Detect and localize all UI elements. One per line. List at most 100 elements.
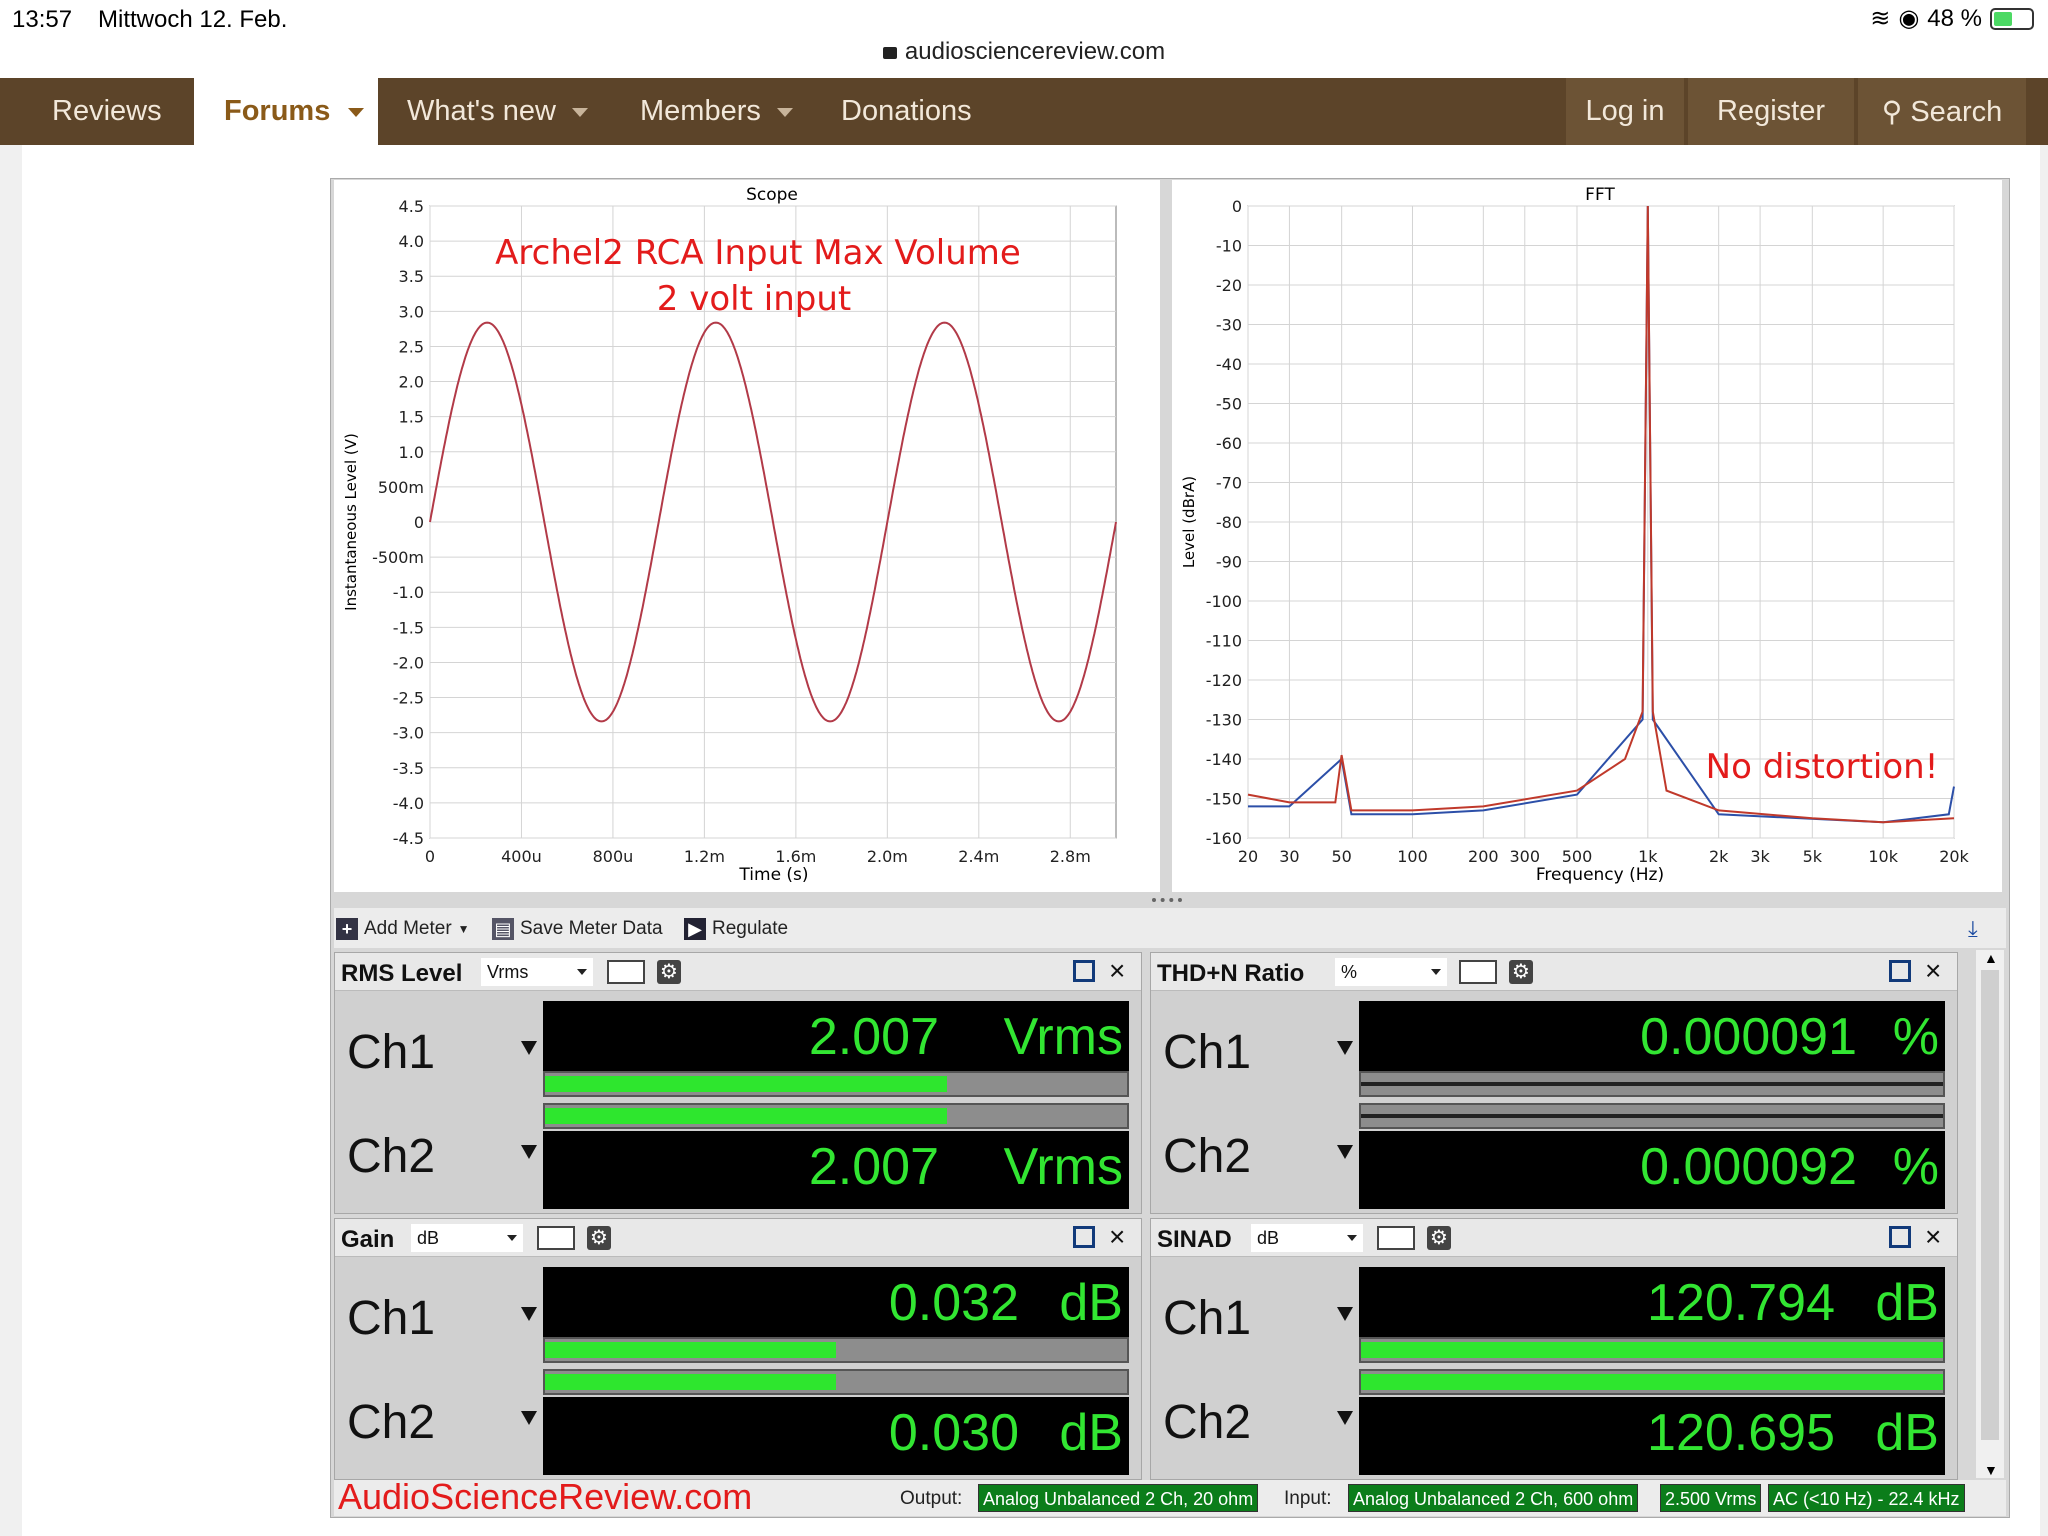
graph-icon[interactable] <box>1459 960 1497 984</box>
add-meter-button[interactable]: + Add Meter ▼ <box>336 916 470 942</box>
ch2-dropdown-icon[interactable] <box>521 1411 537 1425</box>
unit-select[interactable]: dB <box>411 1224 523 1252</box>
dock-button[interactable]: ⤓ <box>1968 916 1978 942</box>
register-link[interactable]: Register <box>1688 78 1854 145</box>
scope-y-ticks: 4.5 4.0 3.5 3.0 2.5 2.0 1.5 1.0 500m 0 -500m -1.0 -1… <box>372 197 424 848</box>
input-level[interactable]: 2.500 Vrms <box>1660 1484 1762 1512</box>
popout-icon[interactable] <box>1073 1226 1095 1248</box>
nav-donations[interactable]: Donations <box>841 95 972 127</box>
fft-y-tick-label: -30 <box>1216 316 1242 335</box>
output-label: Output: <box>900 1488 963 1509</box>
scope-title: Scope <box>746 185 798 205</box>
gear-icon[interactable]: ⚙ <box>587 1226 611 1250</box>
chevron-down-icon[interactable] <box>776 107 793 117</box>
fft-y-tick-label: -140 <box>1206 750 1242 769</box>
fft-y-tick-label: -110 <box>1206 632 1242 651</box>
panel-header: THD+N Ratio % ⚙ × <box>1151 953 1957 991</box>
plus-icon: + <box>336 918 358 940</box>
fft-grid <box>1247 205 1955 839</box>
fft-x-tick-label: 50 <box>1331 847 1351 866</box>
sidebar <box>22 145 300 1536</box>
gear-icon[interactable]: ⚙ <box>1427 1226 1451 1250</box>
input-value[interactable]: Analog Unbalanced 2 Ch, 600 ohm <box>1348 1484 1639 1512</box>
save-meter-data-button[interactable]: ▤ Save Meter Data <box>492 916 663 942</box>
input-label: Input: <box>1284 1488 1332 1509</box>
ch1-readout: 2.007 Vrms <box>543 1001 1129 1079</box>
panel-header: SINAD dB ⚙ × <box>1151 1219 1957 1257</box>
chevron-down-icon[interactable] <box>348 107 365 117</box>
ch2-level-bar <box>1359 1103 1945 1129</box>
panel-title: Gain <box>341 1226 395 1253</box>
date: Mittwoch 12. Feb. <box>98 6 288 33</box>
fft-x-tick-label: 3k <box>1750 847 1770 866</box>
gear-icon[interactable]: ⚙ <box>1509 960 1533 984</box>
panel-title: THD+N Ratio <box>1157 960 1305 987</box>
scope-y-tick-label: 1.5 <box>399 408 424 427</box>
meter-scrollbar[interactable]: ▲ ▼ <box>1976 950 2004 1478</box>
nav-forums[interactable]: Forums <box>194 78 378 145</box>
popout-icon[interactable] <box>1889 1226 1911 1248</box>
ch2-value: 0.000092 <box>1640 1138 1857 1196</box>
ch1-dropdown-icon[interactable] <box>521 1307 537 1321</box>
close-icon[interactable]: × <box>1925 955 1942 986</box>
chevron-down-icon[interactable] <box>571 107 588 117</box>
fft-y-tick-label: -20 <box>1216 276 1242 295</box>
unit-select[interactable]: dB <box>1251 1224 1363 1252</box>
popout-icon[interactable] <box>1073 960 1095 982</box>
panel-title: RMS Level <box>341 960 463 987</box>
close-icon[interactable]: × <box>1109 1221 1126 1252</box>
popout-icon[interactable] <box>1889 960 1911 982</box>
address-bar[interactable]: audiosciencereview.com <box>0 38 2048 78</box>
fft-y-tick-label: -100 <box>1206 592 1242 611</box>
scroll-thumb[interactable] <box>1981 970 1999 1440</box>
fft-y-ticks: 0 -10 -20 -30 -40 -50 -60 -70 -80 -90 -100 -110 -120… <box>1206 197 1242 848</box>
graph-icon[interactable] <box>1377 1226 1415 1250</box>
output-value[interactable]: Analog Unbalanced 2 Ch, 20 ohm <box>978 1484 1259 1512</box>
scope-y-tick-label: 2.0 <box>399 373 424 392</box>
nav-members[interactable]: Members <box>640 78 793 145</box>
panel-title: SINAD <box>1157 1226 1232 1253</box>
ch2-readout: 0.030 dB <box>543 1397 1129 1475</box>
fft-y-tick-label: -120 <box>1206 671 1242 690</box>
unit-select[interactable]: Vrms <box>481 958 593 986</box>
scroll-down-icon[interactable]: ▼ <box>1984 1462 1998 1478</box>
site-nav: Reviews Forums What's new Members Donati… <box>0 78 2048 145</box>
fft-x-tick-label: 30 <box>1279 847 1299 866</box>
ch1-dropdown-icon[interactable] <box>1337 1041 1353 1055</box>
ch1-dropdown-icon[interactable] <box>1337 1307 1353 1321</box>
gain-meter: Gain dB ⚙ × Ch1 0.032 dB Ch2 0.030 dB <box>334 1218 1142 1480</box>
nav-whats-new[interactable]: What's new <box>407 78 588 145</box>
scope-y-tick-label: -3.0 <box>393 724 424 743</box>
fft-x-tick-label: 100 <box>1397 847 1428 866</box>
ch2-unit: dB <box>1875 1404 1939 1462</box>
fft-y-tick-label: -70 <box>1216 474 1242 493</box>
graph-icon[interactable] <box>607 960 645 984</box>
gear-icon[interactable]: ⚙ <box>657 960 681 984</box>
search-button[interactable]: ⚲ Search <box>1858 78 2026 145</box>
regulate-button[interactable]: ▶ Regulate <box>684 916 788 942</box>
unit-select[interactable]: % <box>1335 958 1447 986</box>
ch2-dropdown-icon[interactable] <box>1337 1411 1353 1425</box>
ch2-dropdown-icon[interactable] <box>521 1145 537 1159</box>
ch1-dropdown-icon[interactable] <box>521 1041 537 1055</box>
save-icon: ▤ <box>492 918 514 940</box>
nav-reviews[interactable]: Reviews <box>52 95 162 127</box>
scroll-up-icon[interactable]: ▲ <box>1984 950 1998 966</box>
ch2-value: 0.030 <box>888 1404 1019 1462</box>
scope-y-tick-label: -1.5 <box>393 618 424 637</box>
scope-y-tick-label: -2.0 <box>393 653 424 672</box>
filter-setting[interactable]: AC (<10 Hz) - 22.4 kHz <box>1768 1484 1965 1512</box>
close-icon[interactable]: × <box>1109 955 1126 986</box>
play-icon: ▶ <box>684 918 706 940</box>
graph-icon[interactable] <box>537 1226 575 1250</box>
ch2-level-bar <box>1359 1369 1945 1395</box>
scope-y-tick-label: 4.0 <box>399 232 424 251</box>
fft-title: FFT <box>1585 185 1615 205</box>
close-icon[interactable]: × <box>1925 1221 1942 1252</box>
splitter-handle[interactable] <box>1152 898 1182 904</box>
login-link[interactable]: Log in <box>1566 78 1684 145</box>
watermark: AudioScienceReview.com <box>338 1476 753 1517</box>
fft-y-tick-label: -130 <box>1206 711 1242 730</box>
ch2-dropdown-icon[interactable] <box>1337 1145 1353 1159</box>
scope-x-tick-label: 1.6m <box>775 847 816 866</box>
